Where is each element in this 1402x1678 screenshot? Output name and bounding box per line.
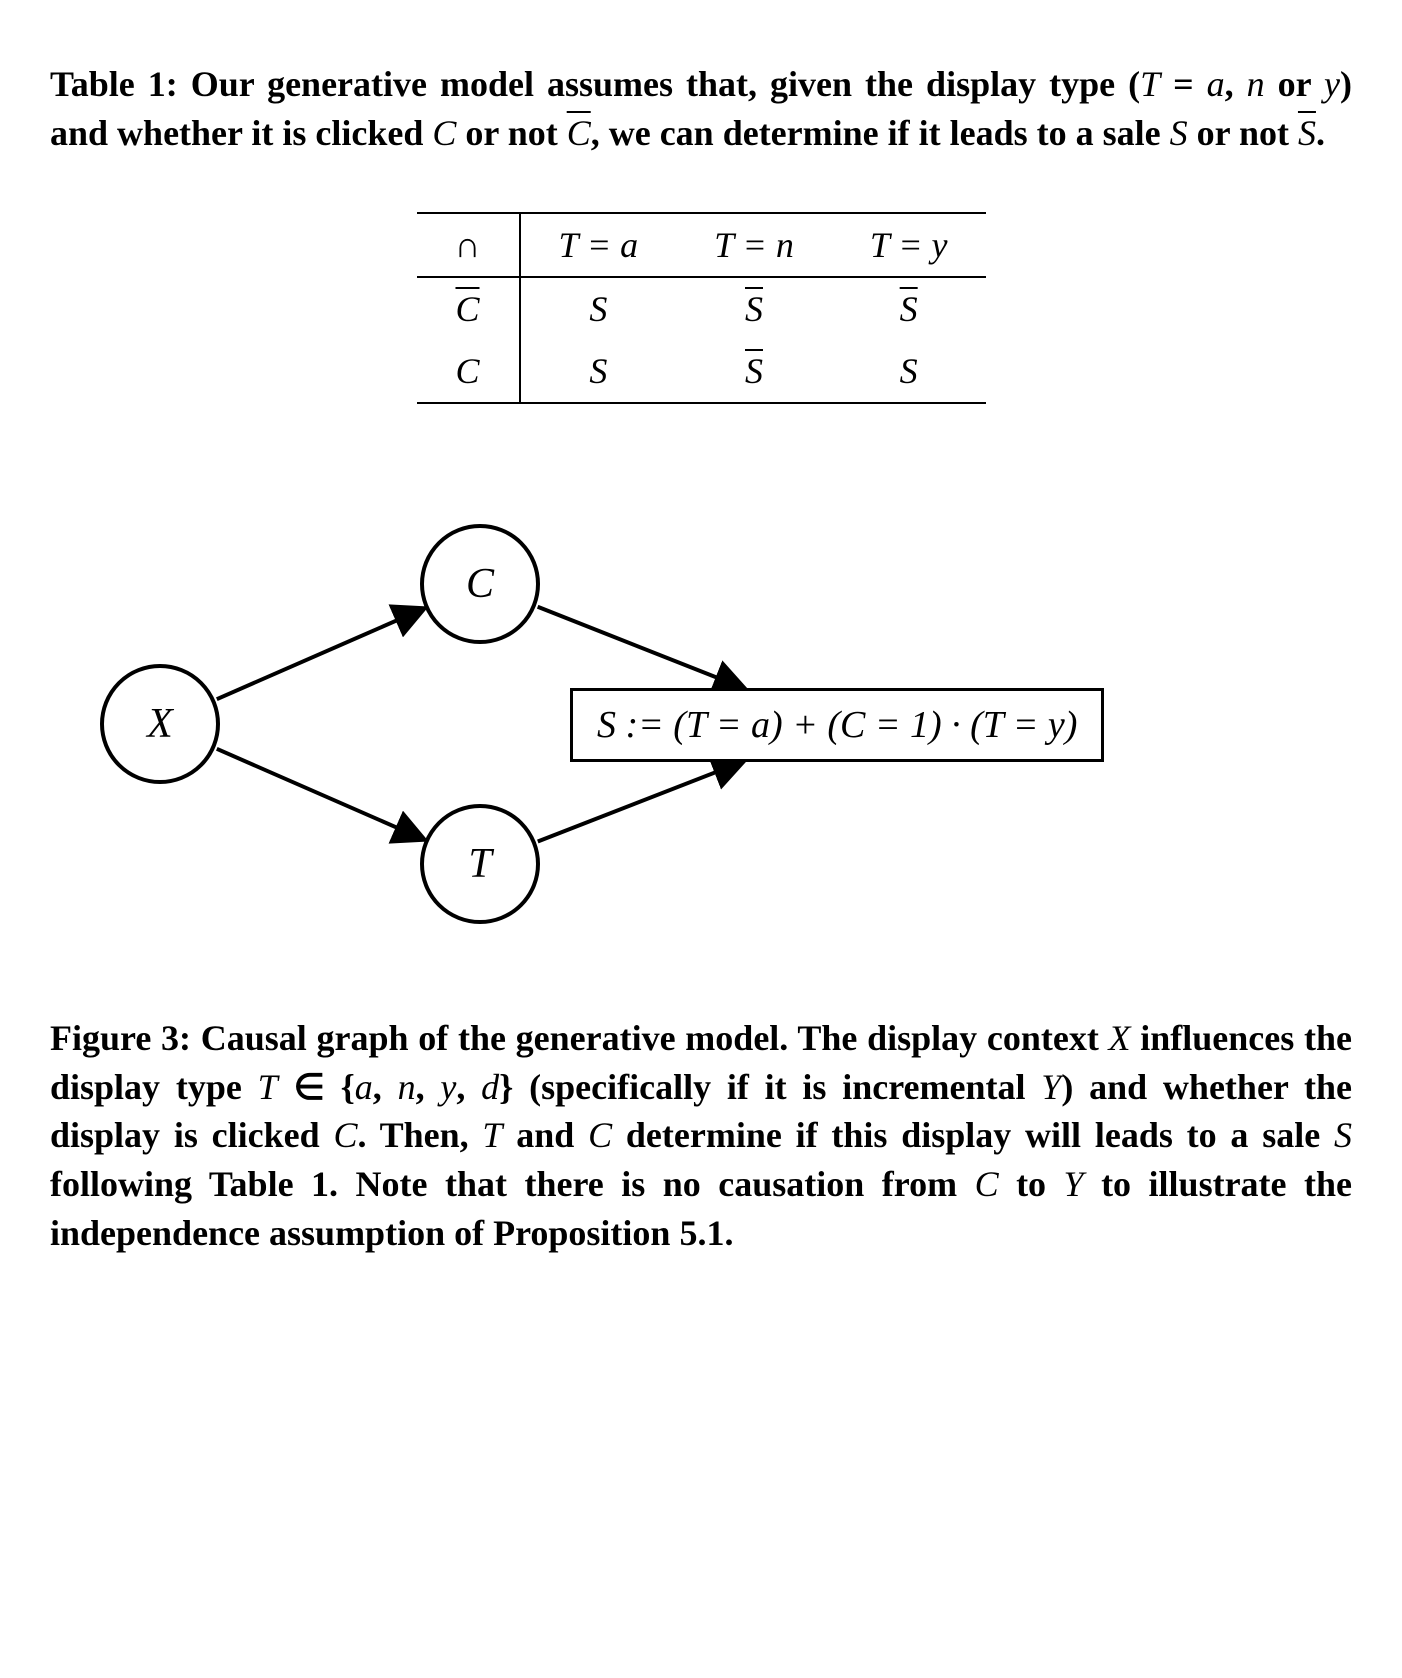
table-col-y: T = y <box>832 213 986 277</box>
cell: S <box>676 277 832 340</box>
table-wrapper: ∩ T = a T = n T = y C S S S C S S S <box>50 212 1352 404</box>
figure-caption: Figure 3: Causal graph of the generative… <box>50 1014 1352 1257</box>
table-corner-cell: ∩ <box>417 213 520 277</box>
edge-X-C <box>217 609 423 699</box>
table-row: C S S S <box>417 277 986 340</box>
table-header-row: ∩ T = a T = n T = y <box>417 213 986 277</box>
table-caption: Table 1: Our generative model assumes th… <box>50 60 1352 157</box>
node-c: C <box>420 524 540 644</box>
cell: S <box>832 340 986 403</box>
node-t-label: T <box>468 840 491 888</box>
edge-C-S <box>538 607 744 688</box>
edge-T-S <box>538 762 743 842</box>
node-t: T <box>420 804 540 924</box>
node-x-label: X <box>147 700 173 748</box>
cell: S <box>832 277 986 340</box>
row-head-not-c: C <box>417 277 520 340</box>
cell: S <box>676 340 832 403</box>
cell: S <box>520 277 677 340</box>
sale-table: ∩ T = a T = n T = y C S S S C S S S <box>417 212 986 404</box>
causal-graph: X C T S := (T = a) + (C = 1) · (T = y) <box>50 474 1352 974</box>
table-col-n: T = n <box>676 213 832 277</box>
edge-X-T <box>217 749 423 839</box>
node-x: X <box>100 664 220 784</box>
row-head-c: C <box>417 340 520 403</box>
node-c-label: C <box>466 560 494 608</box>
table-col-a: T = a <box>520 213 677 277</box>
cell: S <box>520 340 677 403</box>
table-row: C S S S <box>417 340 986 403</box>
node-s-equation: S := (T = a) + (C = 1) · (T = y) <box>570 688 1104 762</box>
